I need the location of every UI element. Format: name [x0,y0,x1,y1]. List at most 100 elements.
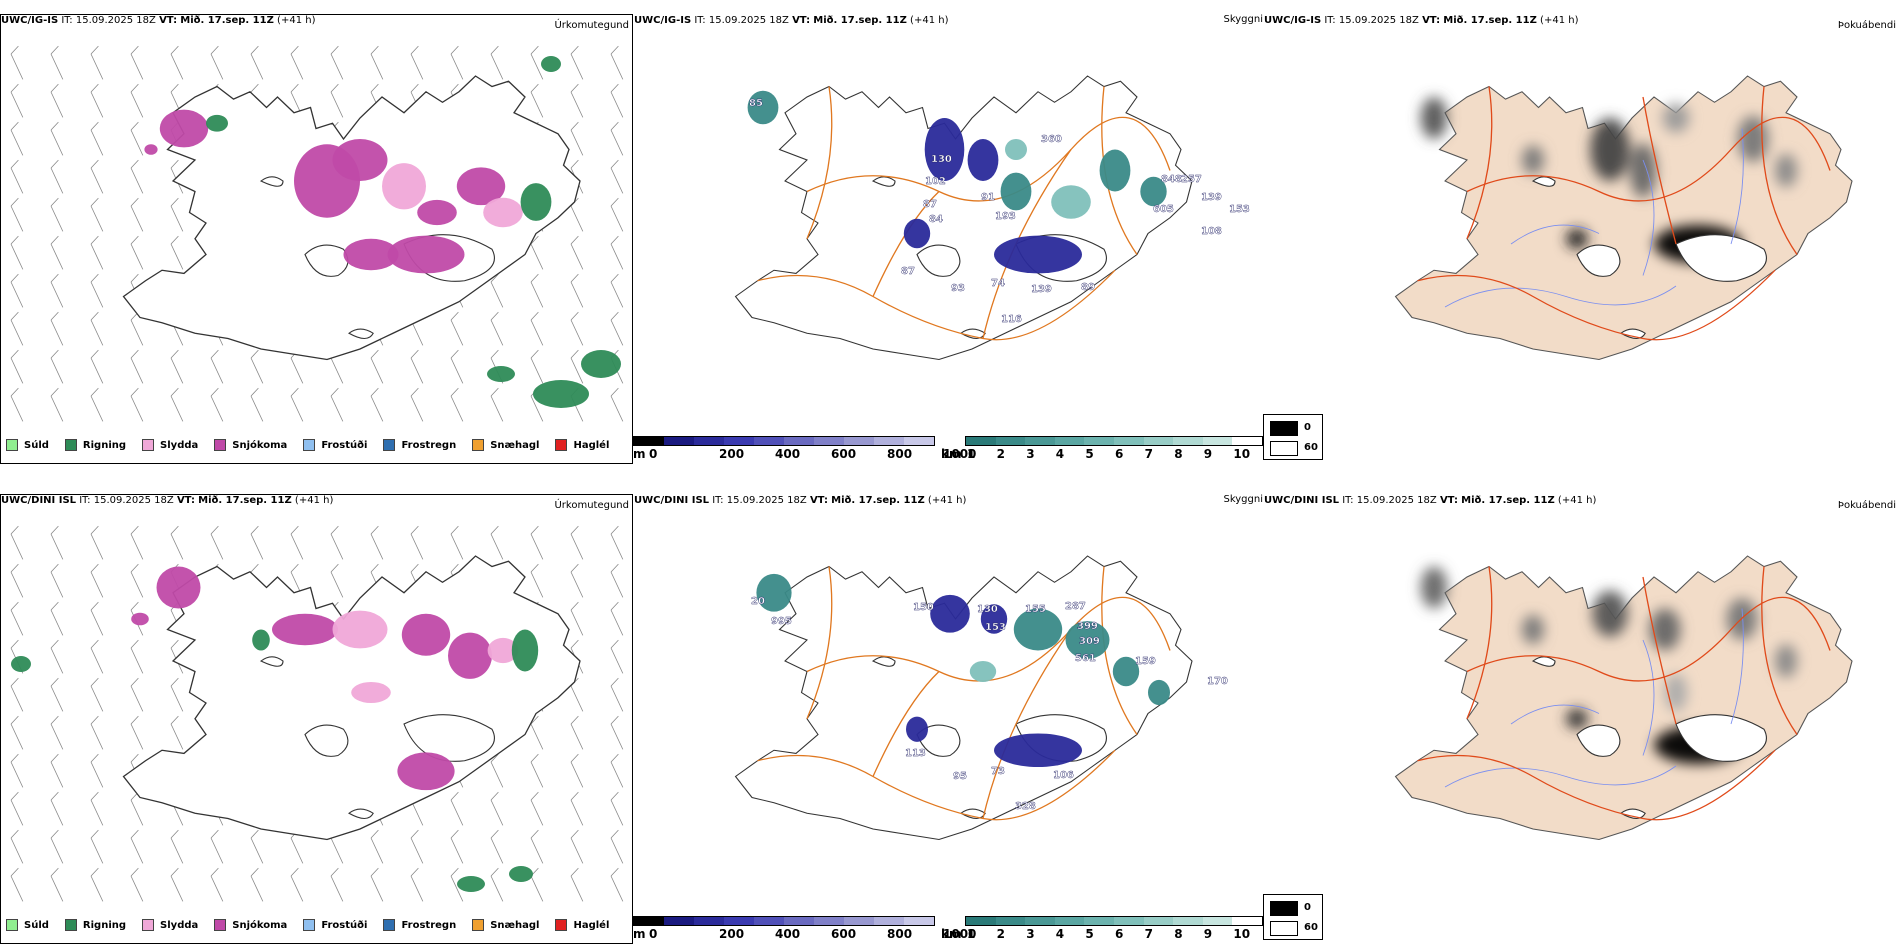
fog-area [1649,608,1681,651]
it-value: 15.09.2025 18Z [75,15,156,26]
precip-area [343,238,399,271]
fog-map [1394,75,1853,361]
panel-header: UWC/DINI ISL IT: 15.09.2025 18Z VT: Mið.… [634,495,966,506]
precip-area [159,109,209,148]
colorbar-step [1202,917,1233,925]
tick-label: 1000 [943,447,977,461]
fog-key: 0 60 [1263,894,1323,940]
precip-area [156,566,201,609]
fog-key-label: 60 [1304,442,1318,453]
cloud-base-label: 87 [923,199,937,210]
precip-fields [131,566,539,791]
precip-area [252,629,270,651]
unit-label: km [941,447,962,461]
tick-label: 200 [719,927,745,941]
precip-area [332,139,388,181]
cloud-base-label: 20 [751,596,765,607]
precip-area [351,682,391,703]
colorbar-step [664,917,694,925]
cloud-base-label: 93 [951,283,965,294]
colorbar-step [995,917,1026,925]
legend-item: Frostúði [303,919,367,931]
colorbar-step [1173,917,1203,925]
legend-swatch [64,439,77,451]
vt-label: VT: [1439,495,1458,506]
precip-area [520,183,552,221]
legend-item: Slydda [142,919,198,931]
tick-label: 800 [887,927,913,941]
panel-header: UWC/IG-IS IT: 15.09.2025 18Z VT: Mið. 17… [1264,15,1578,26]
cloud-base-label: 399 [1077,621,1098,632]
cloud-area [747,90,779,125]
cloud-base-label: 605 [1153,204,1174,215]
cloud-base-label: 102 [925,176,946,187]
tick-label: 8 [1174,927,1183,941]
tick-label: 6 [1115,447,1124,461]
legend-swatch [214,919,227,931]
vt-value: Mið. 17.sep. 11Z [1443,15,1537,26]
colorbar-step [1113,437,1144,445]
cloud-base-label: 561 [1075,653,1096,664]
vt-label: VT: [809,495,828,506]
cloud-base-label: 130 [977,604,998,615]
unit-label: m [633,447,646,461]
cloud-base-label: 328 [1015,801,1036,812]
fog-key-swatch [1270,441,1298,456]
precip-area [581,350,621,378]
tick-label: 2 [996,927,1005,941]
colorbar-step [1084,917,1114,925]
panel-title: Þokuábendi [1837,500,1896,511]
fog-area [1420,97,1448,139]
legend-swatch [6,439,18,451]
colorbar-step [664,437,694,445]
precip-area [541,56,561,72]
legend-label: Snæhagl [490,439,540,451]
it-value: 15.09.2025 18Z [708,15,789,26]
colorbar-step [754,437,784,445]
fog-key-swatch [1270,421,1298,436]
vt-label: VT: [792,15,811,26]
cloud-base-label: 995 [771,616,792,627]
cloud-base-label: 360 [1041,134,1062,145]
it-value: 15.09.2025 18Z [726,495,807,506]
cloud-base-label: 848 [1161,174,1182,185]
precip-area [417,199,457,226]
tick-label: 2 [996,447,1005,461]
panel-header: UWC/DINI ISL IT: 15.09.2025 18Z VT: Mið.… [1264,495,1596,506]
colorbar-step [724,437,754,445]
cloud-area [1051,185,1091,219]
colorbar-step [966,917,996,925]
cloud-area [994,733,1082,768]
precip-area [272,613,338,646]
fog-area [1737,115,1769,163]
legend-label: Súld [24,919,49,931]
cloud-base-label: 106 [1053,770,1074,781]
legend-item: Súld [6,439,49,451]
cloud-base-label: 113 [905,748,926,759]
legend-label: Frostregn [401,919,457,931]
fog-area [1662,103,1690,133]
fog-area [1629,143,1657,198]
it-label: IT: [61,15,73,26]
cloud-base-label: 91 [981,192,995,203]
colorbar-step [1143,437,1174,445]
it-label: IT: [1342,495,1354,506]
it-label: IT: [1324,15,1336,26]
colorbar-step [634,437,664,445]
precip-area [487,637,519,664]
legend-item: Frostregn [383,439,456,451]
precip-fields [144,109,552,274]
tick-label: 5 [1085,927,1094,941]
legend-item: Haglél [555,919,609,931]
colorbar-step [724,917,754,925]
legend-swatch [142,919,155,931]
vt-value: Mið. 17.sep. 11Z [831,495,925,506]
legend-item: Snæhagl [472,439,539,451]
colorbar-step [1054,437,1085,445]
cloud-base-label: 116 [1001,314,1022,325]
cloud-base-label: 139 [1201,192,1222,203]
colorbar-step [814,437,844,445]
vt-value: Mið. 17.sep. 11Z [198,495,292,506]
legend-item: Slydda [142,439,198,451]
cloud-base-label: 130 [931,154,952,165]
